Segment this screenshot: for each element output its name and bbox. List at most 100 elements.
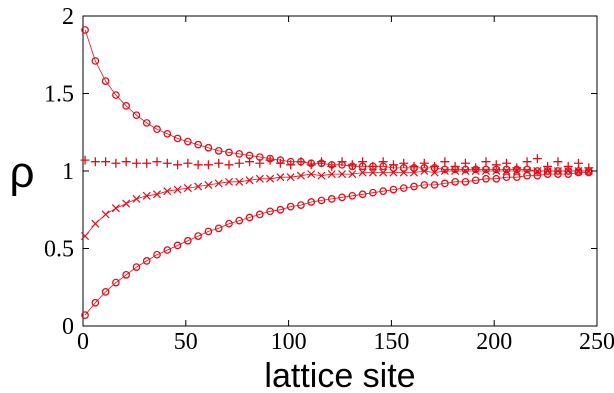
cross-marker bbox=[286, 173, 295, 182]
cross-marker bbox=[266, 174, 275, 183]
cross-marker bbox=[338, 170, 347, 179]
circle-marker bbox=[142, 119, 151, 127]
x-axis-ticks: 0 50 100 150 200 250 bbox=[77, 16, 614, 355]
cross-marker bbox=[451, 166, 460, 176]
circle-marker bbox=[584, 168, 593, 177]
cross-marker bbox=[420, 166, 429, 176]
plus-marker bbox=[460, 158, 470, 168]
y-axis-label: ρ bbox=[9, 148, 34, 197]
circle-marker bbox=[173, 241, 182, 250]
circle-marker bbox=[225, 148, 233, 157]
cross-marker bbox=[111, 204, 120, 213]
plus-marker bbox=[203, 160, 213, 170]
plus-marker bbox=[121, 157, 131, 167]
circle-marker bbox=[512, 173, 521, 182]
circle-marker bbox=[338, 193, 346, 202]
plus-marker bbox=[245, 157, 255, 167]
cross-marker bbox=[152, 190, 162, 199]
circle-marker bbox=[389, 185, 398, 194]
plus-marker bbox=[543, 161, 553, 171]
circle-marker bbox=[358, 190, 367, 199]
circle-marker bbox=[451, 178, 459, 186]
cross-marker bbox=[235, 177, 244, 186]
circle-marker bbox=[163, 129, 172, 138]
x-axis-label: lattice site bbox=[264, 357, 415, 393]
cross-marker bbox=[163, 187, 172, 196]
circle-marker bbox=[235, 216, 244, 225]
circle-marker bbox=[554, 170, 562, 178]
circle-marker bbox=[81, 26, 89, 34]
plus-marker bbox=[502, 158, 512, 168]
circle-marker bbox=[482, 174, 490, 183]
plus-marker bbox=[234, 158, 244, 168]
plus-marker bbox=[265, 155, 275, 165]
fit-curves bbox=[84, 29, 589, 316]
circle-marker bbox=[379, 187, 388, 195]
cross-marker bbox=[348, 170, 357, 179]
cross-marker bbox=[471, 166, 480, 176]
cross-marker bbox=[440, 166, 449, 176]
plus-marker bbox=[193, 160, 203, 170]
plus-marker bbox=[286, 160, 296, 170]
series-curve bbox=[84, 170, 589, 237]
cross-marker bbox=[317, 171, 326, 180]
circle-marker bbox=[142, 257, 151, 265]
circle-marker bbox=[420, 181, 429, 189]
plot-area bbox=[80, 15, 598, 327]
series-curve bbox=[84, 29, 589, 172]
circle-marker bbox=[502, 173, 511, 182]
x-tick-label: 200 bbox=[476, 329, 512, 355]
plus-marker bbox=[255, 158, 265, 168]
circle-marker bbox=[112, 91, 120, 99]
cross-marker bbox=[481, 166, 491, 176]
circle-marker bbox=[276, 205, 285, 214]
plus-marker bbox=[306, 160, 316, 170]
plus-marker bbox=[358, 157, 368, 167]
circle-marker bbox=[574, 168, 583, 177]
y-tick-label: 1.5 bbox=[44, 82, 74, 108]
circle-marker bbox=[297, 201, 305, 209]
circle-marker bbox=[204, 227, 213, 236]
circle-marker bbox=[266, 207, 274, 216]
cross-marker bbox=[307, 170, 316, 179]
circle-marker bbox=[471, 176, 480, 185]
circle-marker bbox=[441, 165, 449, 174]
plus-marker bbox=[90, 157, 100, 167]
circle-marker bbox=[163, 246, 172, 254]
plus-marker bbox=[296, 157, 306, 167]
cross-marker bbox=[132, 194, 141, 203]
cross-marker bbox=[173, 185, 182, 194]
circle-marker bbox=[533, 171, 542, 180]
plus-marker bbox=[450, 161, 460, 171]
circle-marker bbox=[307, 198, 316, 206]
circle-marker bbox=[122, 270, 131, 279]
circle-marker bbox=[543, 170, 552, 178]
circle-marker bbox=[91, 298, 100, 307]
cross-marker bbox=[81, 232, 90, 241]
circle-marker bbox=[430, 181, 439, 189]
circle-marker bbox=[399, 184, 408, 192]
y-axis-ticks: 0 0.5 1 1.5 2 bbox=[44, 4, 597, 340]
circle-marker bbox=[91, 57, 100, 65]
circle-marker bbox=[214, 224, 223, 233]
cross-marker bbox=[512, 166, 521, 176]
circle-marker bbox=[441, 179, 449, 188]
cross-marker bbox=[461, 166, 470, 176]
cross-marker bbox=[368, 168, 377, 177]
plus-marker bbox=[152, 157, 162, 167]
circle-marker bbox=[410, 182, 418, 191]
cross-marker bbox=[194, 182, 203, 191]
y-tick-label: 0.5 bbox=[44, 237, 74, 263]
circle-marker bbox=[184, 137, 192, 146]
plus-marker bbox=[563, 161, 573, 171]
cross-marker bbox=[245, 176, 254, 185]
cross-marker bbox=[399, 168, 408, 177]
plus-marker bbox=[409, 161, 419, 171]
circle-marker bbox=[214, 147, 223, 155]
plus-marker bbox=[378, 157, 388, 167]
circle-marker bbox=[327, 195, 336, 203]
cross-marker bbox=[214, 179, 223, 188]
data-markers bbox=[80, 26, 594, 319]
y-tick-label: 2 bbox=[62, 4, 74, 30]
